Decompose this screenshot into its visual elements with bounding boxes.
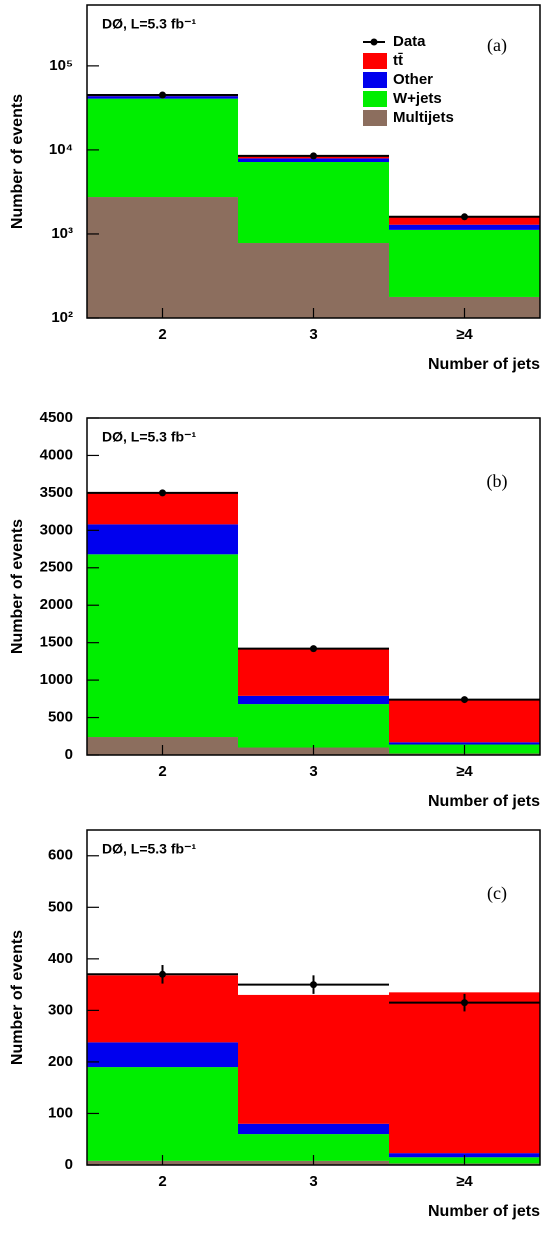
- annotation: DØ, L=5.3 fb⁻¹: [102, 16, 196, 32]
- y-tick-label: 100: [48, 1104, 73, 1121]
- y-axis-label: Number of events: [9, 519, 26, 654]
- annotation: DØ, L=5.3 fb⁻¹: [102, 429, 196, 445]
- legend-label: Multijets: [393, 109, 454, 126]
- bar-segment: [389, 992, 540, 1154]
- x-axis-label: Number of jets: [428, 1203, 540, 1220]
- y-tick-label: 3500: [40, 484, 73, 501]
- bar-segment: [87, 492, 238, 525]
- x-tick-label: 3: [309, 1173, 317, 1190]
- x-tick-label: ≥4: [456, 326, 473, 343]
- legend-swatch: [363, 72, 387, 88]
- bar-segment: [87, 554, 238, 738]
- x-tick-label: 3: [309, 763, 317, 780]
- bar-segment: [87, 1067, 238, 1161]
- panel-label: (c): [487, 883, 507, 904]
- bar-segment: [389, 224, 540, 230]
- legend-swatch: [363, 110, 387, 126]
- annotation: DØ, L=5.3 fb⁻¹: [102, 841, 196, 857]
- y-tick-label: 2000: [40, 596, 73, 613]
- x-axis-label: Number of jets: [428, 793, 540, 810]
- y-tick-label: 500: [48, 898, 73, 915]
- bar-segment: [87, 524, 238, 555]
- y-tick-label: 400: [48, 950, 73, 967]
- y-tick-label: 4000: [40, 446, 73, 463]
- bar-segment: [238, 243, 389, 318]
- bar-segment: [87, 197, 238, 318]
- bar-segment: [238, 162, 389, 244]
- x-tick-label: 3: [309, 326, 317, 343]
- bar-segment: [389, 296, 540, 318]
- data-point: [159, 970, 166, 978]
- x-tick-label: 2: [158, 763, 166, 780]
- panel-label: (b): [487, 471, 508, 492]
- y-tick-label: 10²: [51, 309, 73, 326]
- data-point: [310, 152, 317, 160]
- data-point: [310, 645, 317, 653]
- y-tick-label: 300: [48, 1001, 73, 1018]
- data-point: [310, 981, 317, 989]
- y-tick-label: 0: [65, 746, 73, 763]
- y-tick-label: 3000: [40, 521, 73, 538]
- bar-segment: [238, 158, 389, 163]
- x-tick-label: 2: [158, 1173, 166, 1190]
- y-tick-label: 200: [48, 1053, 73, 1070]
- bar-segment: [87, 1042, 238, 1068]
- data-point: [159, 91, 166, 99]
- bar-segment: [238, 1123, 389, 1135]
- legend-label: tt̄: [393, 52, 403, 69]
- y-tick-label: 10⁵: [49, 57, 73, 74]
- x-tick-label: ≥4: [456, 1173, 473, 1190]
- bar-segment: [238, 994, 389, 1124]
- x-tick-label: ≥4: [456, 763, 473, 780]
- bar-segment: [87, 975, 238, 1043]
- legend-marker: [370, 38, 378, 46]
- data-point: [461, 696, 468, 704]
- bar-segment: [389, 699, 540, 743]
- y-tick-label: 1000: [40, 671, 73, 688]
- bar-segment: [238, 695, 389, 705]
- x-axis-label: Number of jets: [428, 356, 540, 373]
- x-tick-label: 2: [158, 326, 166, 343]
- y-tick-label: 10³: [51, 225, 73, 242]
- bar-segment: [87, 98, 238, 198]
- legend-swatch: [363, 53, 387, 69]
- legend-label: Data: [393, 33, 426, 50]
- y-tick-label: 4500: [40, 409, 73, 426]
- legend-label: W+jets: [393, 90, 442, 107]
- y-tick-label: 600: [48, 847, 73, 864]
- y-axis-label: Number of events: [9, 94, 26, 229]
- y-tick-label: 1500: [40, 634, 73, 651]
- data-point: [159, 489, 166, 497]
- bar-segment: [238, 704, 389, 748]
- data-point: [461, 999, 468, 1007]
- legend-swatch: [363, 91, 387, 107]
- bar-segment: [238, 648, 389, 696]
- y-tick-label: 500: [48, 709, 73, 726]
- y-axis-label: Number of events: [9, 930, 26, 1065]
- legend-label: Other: [393, 71, 433, 88]
- bar-segment: [389, 229, 540, 297]
- panel-label: (a): [487, 35, 507, 56]
- y-tick-label: 0: [65, 1156, 73, 1173]
- bar-segment: [389, 742, 540, 745]
- bar-segment: [389, 216, 540, 225]
- y-tick-label: 10⁴: [49, 141, 73, 158]
- data-point: [461, 213, 468, 221]
- y-tick-label: 2500: [40, 559, 73, 576]
